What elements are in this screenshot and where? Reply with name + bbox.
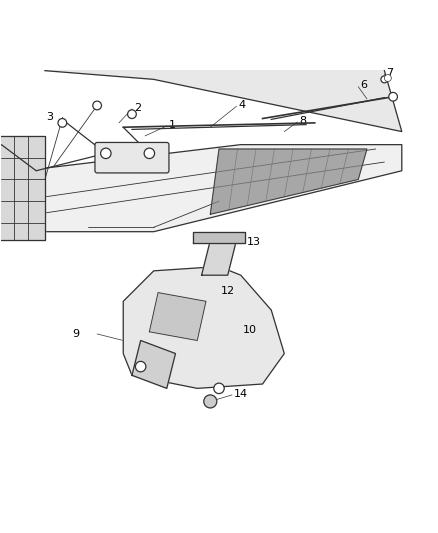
Text: 1: 1 <box>169 119 176 130</box>
Polygon shape <box>45 71 402 132</box>
Text: 14: 14 <box>234 389 248 399</box>
Polygon shape <box>132 341 176 389</box>
Polygon shape <box>1 136 45 240</box>
Circle shape <box>205 396 215 407</box>
Circle shape <box>385 75 391 82</box>
Text: 7: 7 <box>387 68 394 78</box>
Text: 3: 3 <box>46 112 53 122</box>
Text: 10: 10 <box>243 325 257 335</box>
Circle shape <box>93 101 102 110</box>
Text: 13: 13 <box>247 237 261 247</box>
Circle shape <box>144 148 155 158</box>
Circle shape <box>389 92 397 101</box>
Circle shape <box>58 118 67 127</box>
Circle shape <box>381 76 388 83</box>
Circle shape <box>214 383 224 393</box>
Circle shape <box>101 148 111 158</box>
Polygon shape <box>210 149 367 214</box>
Text: 6: 6 <box>360 80 367 91</box>
FancyBboxPatch shape <box>95 142 169 173</box>
Text: 2: 2 <box>134 103 141 112</box>
Text: 9: 9 <box>73 329 80 339</box>
Circle shape <box>127 110 136 118</box>
Text: 12: 12 <box>221 286 235 296</box>
Polygon shape <box>123 266 284 389</box>
Polygon shape <box>201 240 237 275</box>
Polygon shape <box>149 293 206 341</box>
Polygon shape <box>23 144 402 232</box>
Text: 8: 8 <box>300 116 307 126</box>
Circle shape <box>204 395 217 408</box>
Circle shape <box>135 361 146 372</box>
Text: 4: 4 <box>239 100 246 110</box>
Polygon shape <box>193 232 245 243</box>
